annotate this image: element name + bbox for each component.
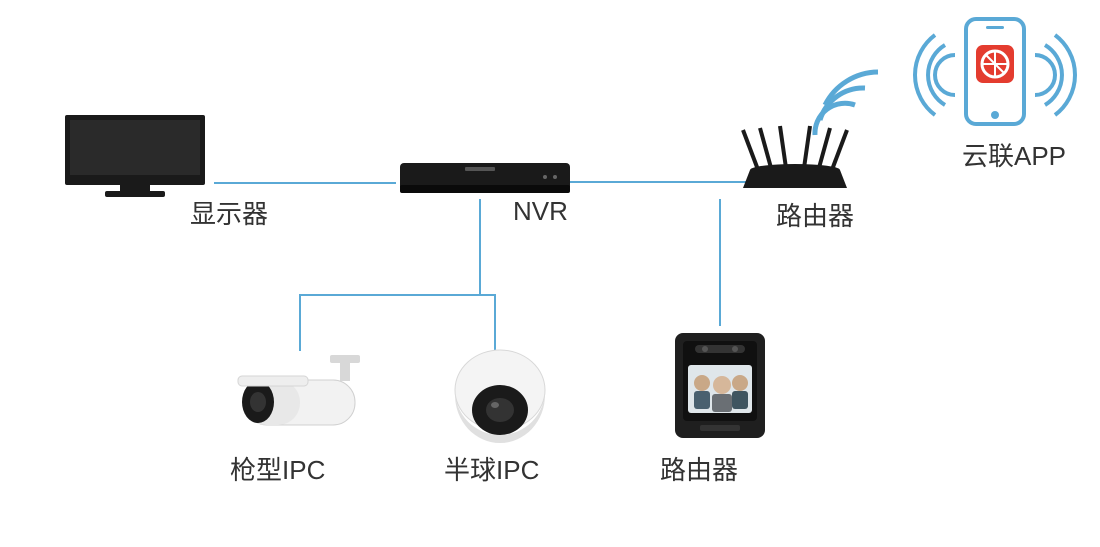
router-label: 路由器 [776, 196, 854, 233]
edge [300, 295, 480, 350]
monitor-label: 显示器 [190, 194, 268, 231]
phone-icon [962, 15, 1028, 130]
terminal-node [660, 325, 780, 450]
app-node [962, 15, 1028, 135]
bullet-camera-label: 枪型IPC [230, 450, 325, 487]
bullet-camera-icon [220, 350, 380, 445]
app-label: 云联APP [962, 136, 1066, 173]
router-icon [735, 120, 855, 200]
nvr-label: NVR [513, 196, 568, 227]
bullet-camera-node [220, 350, 380, 450]
dome-camera-icon [445, 345, 555, 445]
diagram-canvas: 显示器 NVR 路由器 [0, 0, 1100, 547]
connection-lines [0, 0, 1100, 547]
monitor-icon [60, 110, 220, 205]
dome-camera-label: 半球IPC [444, 450, 539, 487]
nvr-icon [395, 155, 575, 200]
terminal-label: 路由器 [660, 450, 738, 487]
router-node [735, 120, 855, 205]
edge [480, 295, 495, 350]
terminal-icon [660, 325, 780, 445]
dome-camera-node [445, 345, 555, 450]
